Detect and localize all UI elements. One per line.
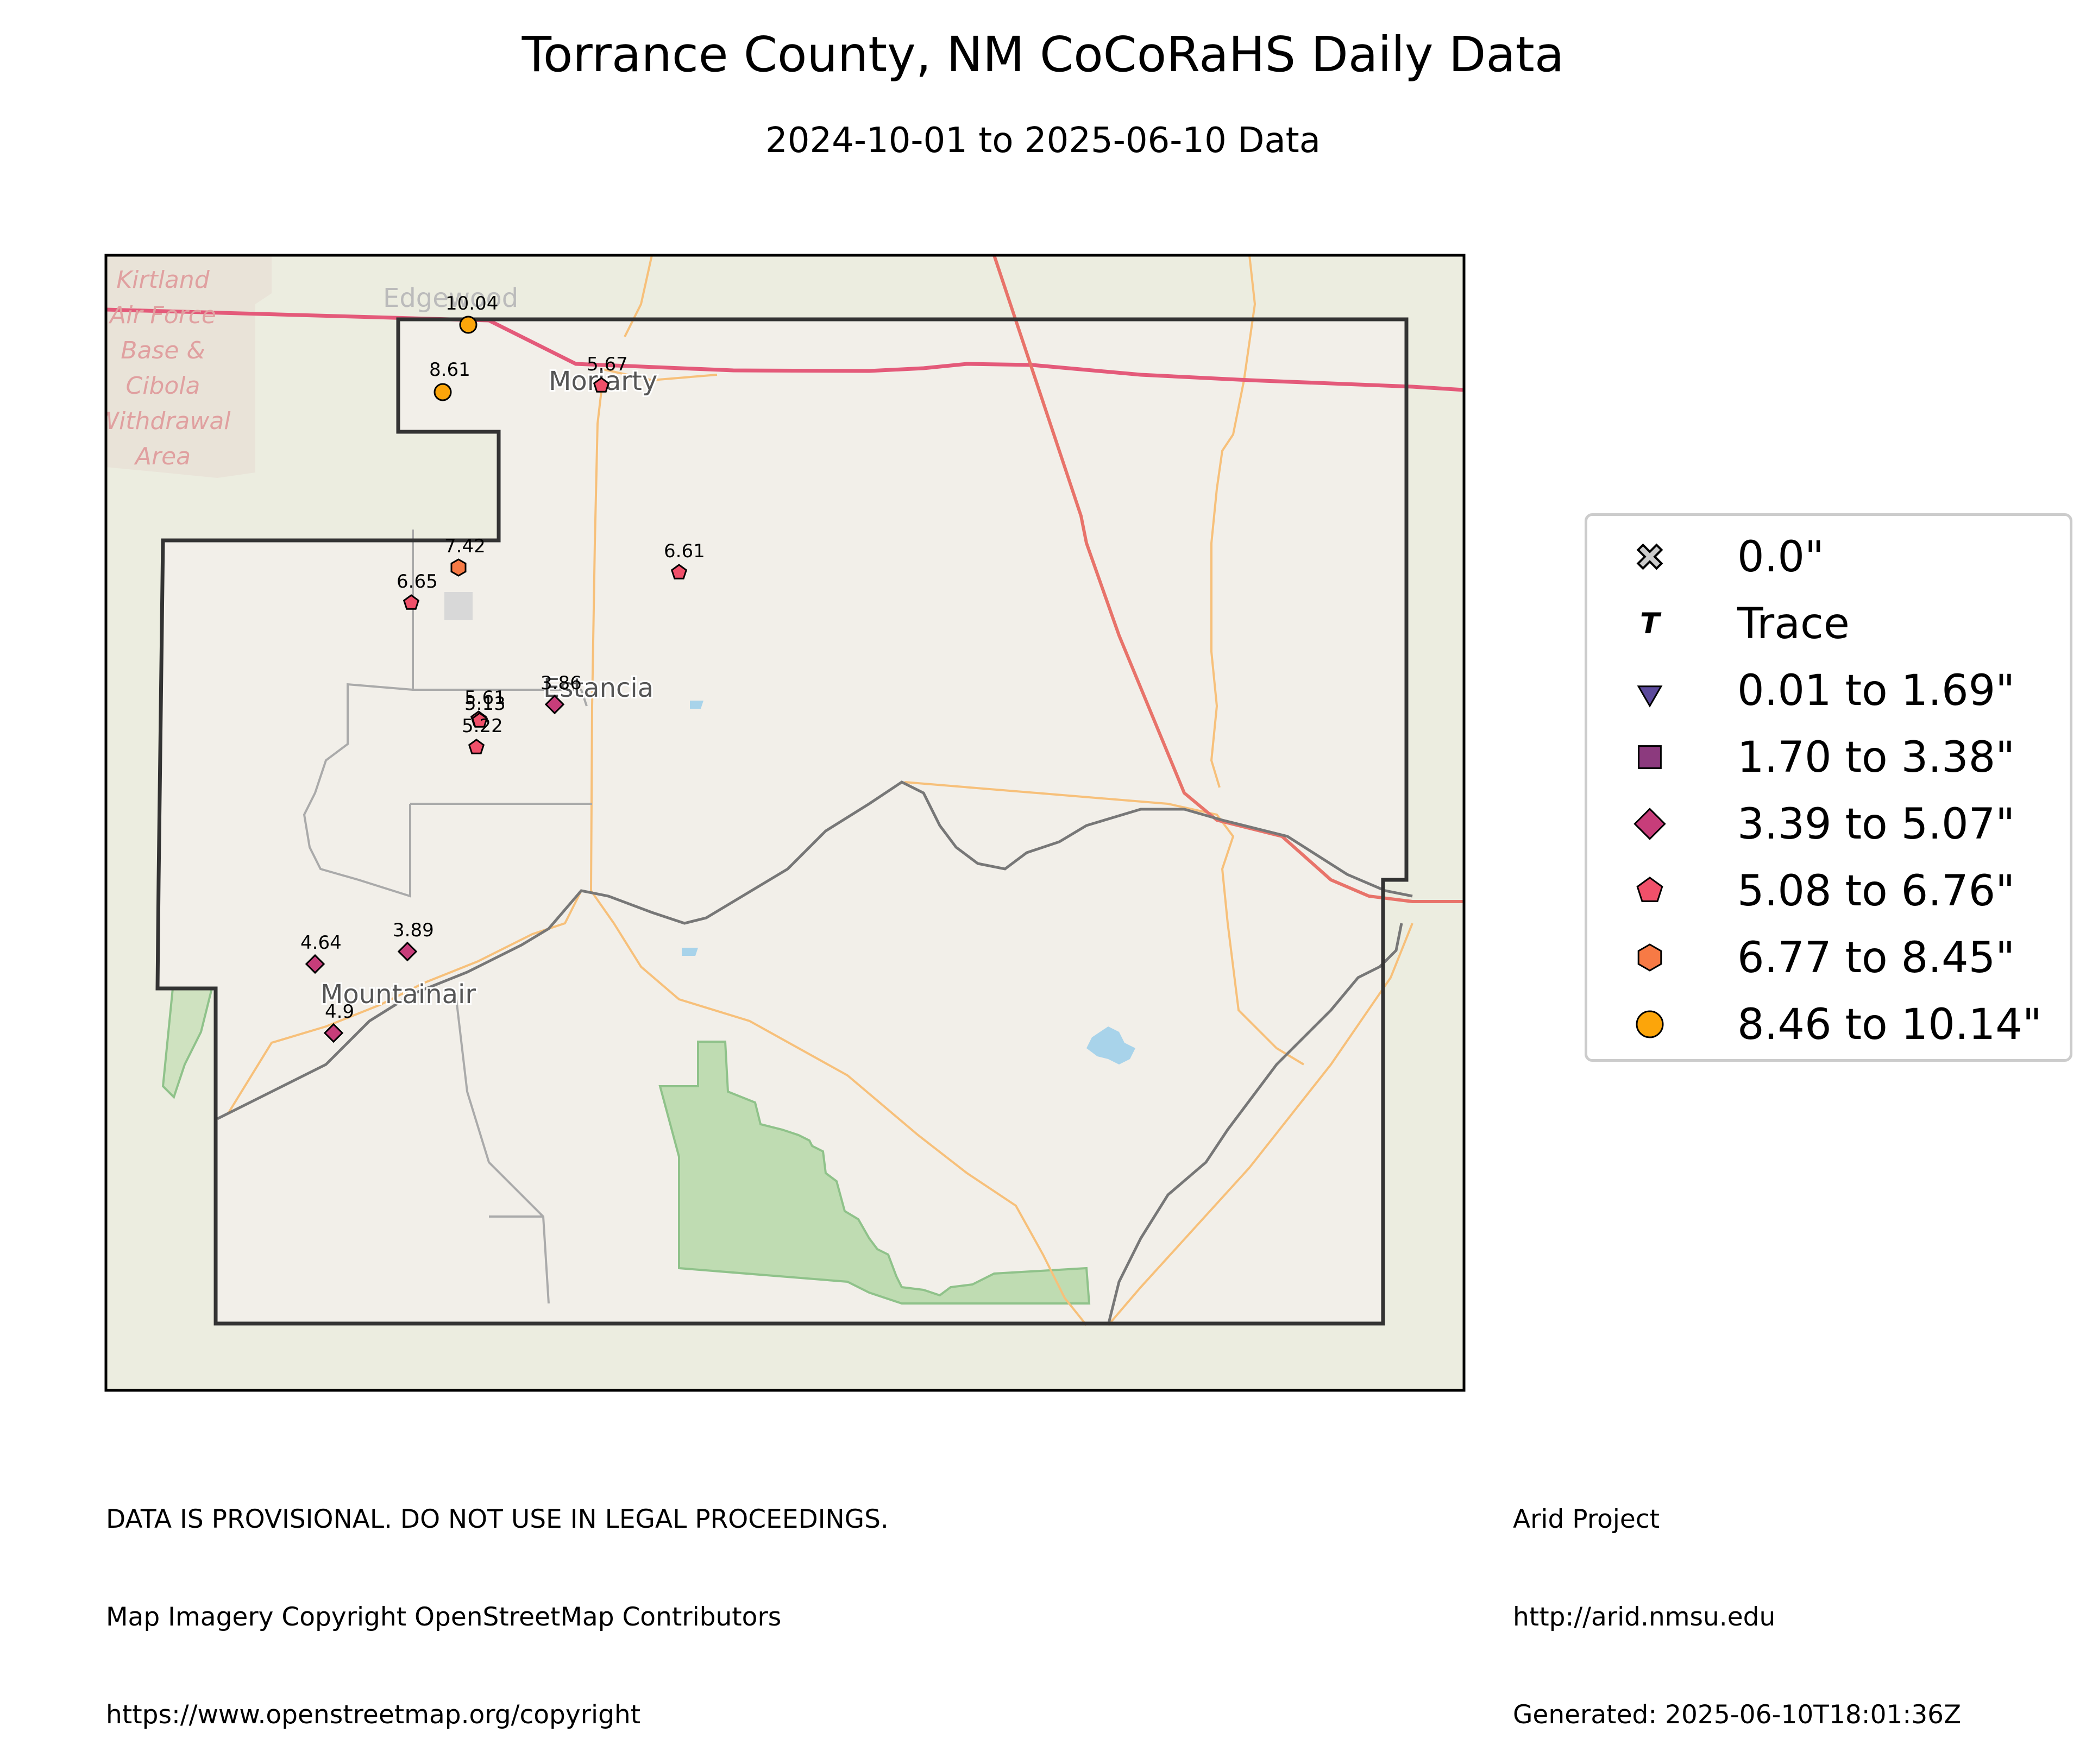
legend-item: 0.0"	[1587, 527, 2070, 587]
legend-item: 8.46 to 10.14"	[1587, 994, 2070, 1054]
station-value-label: 10.04	[445, 293, 498, 314]
station-marker[interactable]: 3.89	[393, 919, 434, 962]
legend-item: 3.39 to 5.07"	[1587, 794, 2070, 854]
station-symbol	[323, 1023, 344, 1043]
legend-label: 0.0"	[1737, 533, 1824, 582]
station-marker[interactable]: 3.86	[541, 672, 582, 715]
stations-layer: 10.04 8.61 5.67 7.42 6.61 6.65 3.86 5.615.135.2…	[300, 293, 705, 1043]
station-symbol	[397, 941, 418, 962]
legend-label: 0.01 to 1.69"	[1737, 666, 2015, 715]
station-value-label: 5.67	[587, 354, 628, 375]
mountainair-label: Mountainair	[321, 979, 476, 1010]
legend-item: 6.77 to 8.45"	[1587, 928, 2070, 987]
salt-lake-1	[1086, 1026, 1135, 1064]
triangle-icon	[1637, 685, 1663, 708]
station-value-label: 6.61	[664, 540, 705, 562]
station-symbol	[433, 383, 452, 401]
station-marker[interactable]: 6.65	[397, 571, 438, 610]
legend: 0.0" T Trace 0.01 to 1.69" 1.70 to 3.38" 3.39…	[1585, 513, 2072, 1062]
footer-project-url[interactable]: http://arid.nmsu.edu	[1513, 1602, 1776, 1632]
station-value-label: 3.89	[393, 919, 434, 941]
station-marker[interactable]: 4.64	[300, 932, 342, 974]
station-marker[interactable]: 5.67	[587, 354, 628, 393]
estancia-label: Estancia	[543, 673, 654, 703]
cross-icon	[1636, 543, 1663, 570]
forest-area	[658, 1041, 1091, 1305]
legend-label: Trace	[1737, 600, 1850, 648]
legend-label: 8.46 to 10.14"	[1737, 1000, 2042, 1049]
station-value-label: 4.9	[325, 1001, 354, 1023]
station-marker[interactable]: 7.42	[444, 536, 486, 577]
airport-block	[444, 592, 473, 620]
footer-copyright-url[interactable]: https://www.openstreetmap.org/copyright	[106, 1700, 641, 1730]
legend-item: 0.01 to 1.69"	[1587, 660, 2070, 720]
station-value-label: 3.86	[541, 672, 582, 694]
station-marker[interactable]: 6.61	[664, 540, 705, 579]
station-value-label: 5.13	[464, 693, 506, 715]
roads	[227, 255, 1413, 1326]
square-icon	[1638, 745, 1662, 769]
svg-text:Cibola: Cibola	[126, 372, 200, 400]
footer-credits: Arid Project http://arid.nmsu.edu Genera…	[1513, 1438, 1961, 1764]
station-symbol	[305, 954, 325, 974]
station-symbol	[468, 739, 485, 754]
basemap: Kirtland Air Force Base & Cibola Withdra…	[95, 255, 1464, 1390]
kirtland-label: Kirtland Air Force Base & Cibola Withdra…	[95, 266, 231, 470]
legend-label: 1.70 to 3.38"	[1737, 733, 2015, 782]
station-marker[interactable]: 5.13	[464, 693, 506, 728]
station-marker[interactable]: 8.61	[429, 359, 470, 401]
footer-copyright-line: Map Imagery Copyright OpenStreetMap Cont…	[106, 1602, 782, 1632]
station-symbol	[450, 558, 467, 577]
legend-label: 6.77 to 8.45"	[1737, 934, 2015, 982]
station-value-label: 8.61	[429, 359, 470, 381]
map-frame	[104, 254, 1466, 1392]
station-symbol	[471, 712, 488, 728]
T-icon: T	[1640, 607, 1662, 640]
station-value-label: 4.64	[300, 932, 342, 954]
hexagon-icon	[1637, 943, 1662, 972]
diamond-icon	[1633, 808, 1666, 840]
station-value-label: 5.61	[464, 687, 506, 709]
railroad	[216, 780, 1413, 1120]
svg-text:Air Force: Air Force	[108, 301, 216, 329]
svg-text:Base &: Base &	[121, 337, 205, 364]
footer-disclaimer-line: DATA IS PROVISIONAL. DO NOT USE IN LEGAL…	[106, 1504, 889, 1534]
map-subtitle: 2024-10-01 to 2025-06-10 Data	[765, 121, 1321, 161]
circle-icon	[1636, 1010, 1664, 1038]
map-figure: Kirtland Air Force Base & Cibola Withdra…	[95, 254, 1466, 1392]
edgewood-label: Edgewood	[383, 283, 518, 313]
footer-disclaimer: DATA IS PROVISIONAL. DO NOT USE IN LEGAL…	[106, 1438, 889, 1764]
map-title: Torrance County, NM CoCoRaHS Daily Data	[522, 26, 1564, 83]
station-symbol	[459, 316, 477, 334]
legend-label: 5.08 to 6.76"	[1737, 867, 2015, 916]
station-symbol	[670, 564, 688, 579]
footer-project-name: Arid Project	[1513, 1504, 1660, 1534]
svg-text:T: T	[1640, 607, 1662, 640]
interstate-40	[106, 307, 1464, 392]
salt-lake-3	[690, 701, 703, 709]
legend-label: 3.39 to 5.07"	[1737, 800, 2015, 849]
svg-text:Kirtland: Kirtland	[116, 266, 210, 294]
legend-item: 5.08 to 6.76"	[1587, 861, 2070, 921]
pentagon-icon	[1636, 877, 1663, 902]
station-marker[interactable]: 5.22	[462, 715, 503, 754]
us-285	[992, 255, 1464, 903]
svg-text:Area: Area	[134, 443, 191, 470]
station-symbol	[544, 694, 565, 715]
station-value-label: 6.65	[397, 571, 438, 593]
station-marker[interactable]: 4.9	[323, 1001, 354, 1043]
station-symbol	[403, 594, 420, 610]
station-value-label: 7.42	[444, 536, 486, 557]
legend-item: T Trace	[1587, 594, 2070, 653]
salt-lake-2	[682, 948, 698, 956]
station-marker[interactable]: 10.04	[445, 293, 498, 334]
county-boundary	[155, 317, 1409, 1326]
station-value-label: 5.22	[462, 715, 503, 737]
county-area	[158, 319, 1406, 1324]
footer-generated: Generated: 2025-06-10T18:01:36Z	[1513, 1700, 1962, 1730]
station-symbol	[593, 377, 610, 393]
legend-item: 1.70 to 3.38"	[1587, 727, 2070, 787]
svg-text:Withdrawal: Withdrawal	[95, 407, 231, 435]
